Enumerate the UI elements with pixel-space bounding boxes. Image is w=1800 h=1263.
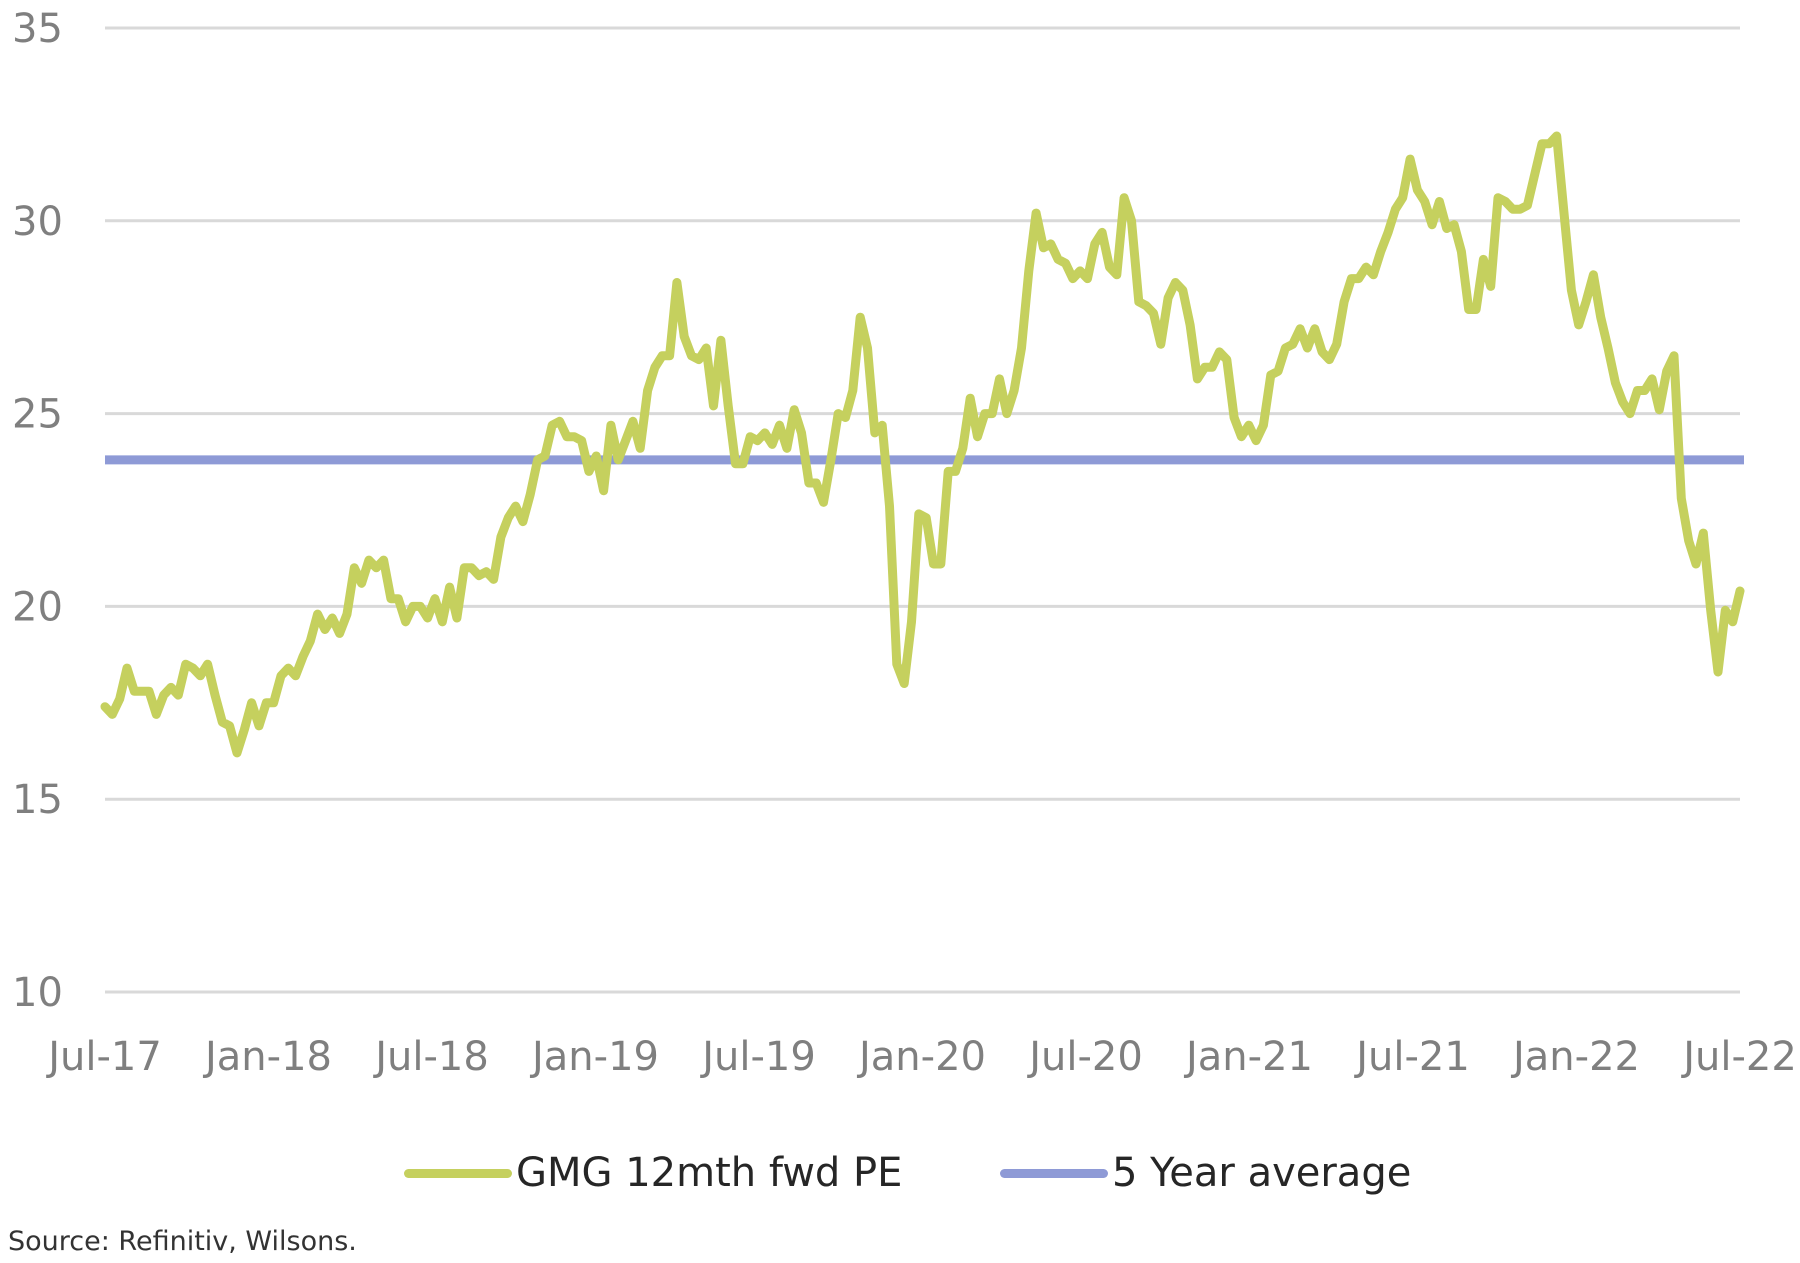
x-tick-label: Jul-19	[699, 1034, 816, 1080]
legend-swatch-blue	[1000, 1168, 1108, 1178]
x-tick-label: Jul-17	[45, 1034, 162, 1080]
x-tick-label: Jul-21	[1353, 1034, 1470, 1080]
x-tick-label: Jul-20	[1026, 1034, 1143, 1080]
x-tick-label: Jul-18	[372, 1034, 489, 1080]
x-axis-labels: Jul-17 Jan-18 Jul-18 Jan-19 Jul-19 Jan-20 Jul-…	[45, 1034, 1797, 1080]
x-tick-label: Jan-21	[1183, 1034, 1313, 1080]
x-tick-label: Jul-22	[1680, 1034, 1797, 1080]
legend-item-5yr-average: 5 Year average	[1000, 1148, 1411, 1198]
gridlines	[105, 26, 1740, 994]
y-tick-label: 35	[12, 6, 63, 52]
legend-swatch-green	[404, 1168, 512, 1178]
y-tick-label: 10	[12, 970, 63, 1016]
legend-label: GMG 12mth fwd PE	[516, 1150, 903, 1196]
legend: GMG 12mth fwd PE 5 Year average	[0, 1148, 1800, 1198]
y-tick-label: 25	[12, 392, 63, 438]
gmg-pe-line	[100, 131, 1745, 758]
legend-item-gmg-pe: GMG 12mth fwd PE	[404, 1148, 902, 1198]
x-tick-label: Jan-19	[529, 1034, 659, 1080]
series-lines	[100, 131, 1745, 758]
x-tick-label: Jan-22	[1510, 1034, 1640, 1080]
x-tick-label: Jan-18	[202, 1034, 332, 1080]
source-note: Source: Refinitiv, Wilsons.	[8, 1226, 357, 1257]
x-tick-label: Jan-20	[856, 1034, 986, 1080]
y-tick-label: 15	[12, 777, 63, 823]
y-tick-label: 20	[12, 584, 63, 630]
legend-label: 5 Year average	[1112, 1150, 1412, 1196]
y-tick-label: 30	[12, 199, 63, 245]
y-axis-labels: 35 30 25 20 15 10	[12, 6, 63, 1016]
